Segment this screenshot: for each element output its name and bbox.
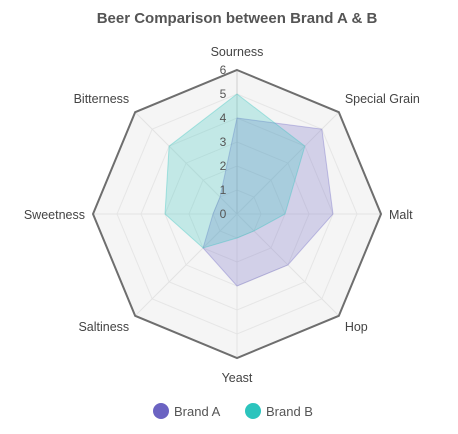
tick-label: 2 bbox=[220, 159, 227, 173]
tick-label: 0 bbox=[220, 207, 227, 221]
legend-label-brand-b: Brand B bbox=[266, 404, 313, 419]
chart-title: Beer Comparison between Brand A & B bbox=[97, 10, 378, 27]
legend-swatch-brand-a bbox=[153, 403, 169, 419]
radar-series bbox=[164, 93, 334, 287]
axis-label-special-grain: Special Grain bbox=[345, 92, 420, 106]
legend: Brand A Brand B bbox=[153, 403, 313, 419]
axis-label-yeast: Yeast bbox=[222, 371, 253, 385]
axis-label-saltiness: Saltiness bbox=[78, 320, 129, 334]
radar-outer-border bbox=[91, 68, 383, 360]
axis-label-hop: Hop bbox=[345, 320, 368, 334]
tick-label: 5 bbox=[220, 87, 227, 101]
axis-label-sweetness: Sweetness bbox=[24, 208, 85, 222]
legend-swatch-brand-b bbox=[245, 403, 261, 419]
tick-label: 4 bbox=[220, 111, 227, 125]
axis-label-malt: Malt bbox=[389, 208, 413, 222]
radar-grid bbox=[91, 68, 383, 360]
series-area-brand-b bbox=[164, 93, 306, 249]
grid-spoke bbox=[236, 111, 340, 215]
grid-spoke bbox=[134, 213, 238, 317]
tick-label: 1 bbox=[220, 183, 227, 197]
grid-spoke bbox=[236, 213, 340, 317]
tick-labels: 0 1 2 3 4 5 6 bbox=[220, 63, 227, 221]
grid-spoke bbox=[134, 111, 238, 215]
tick-label: 3 bbox=[220, 135, 227, 149]
legend-label-brand-a: Brand A bbox=[174, 404, 221, 419]
series-area-brand-a bbox=[202, 117, 334, 287]
axis-label-bitterness: Bitterness bbox=[74, 92, 130, 106]
axis-label-sourness: Sourness bbox=[211, 45, 264, 59]
axis-labels: Sourness Special Grain Malt Hop Yeast Saltine… bbox=[24, 45, 420, 385]
tick-label: 6 bbox=[220, 63, 227, 77]
